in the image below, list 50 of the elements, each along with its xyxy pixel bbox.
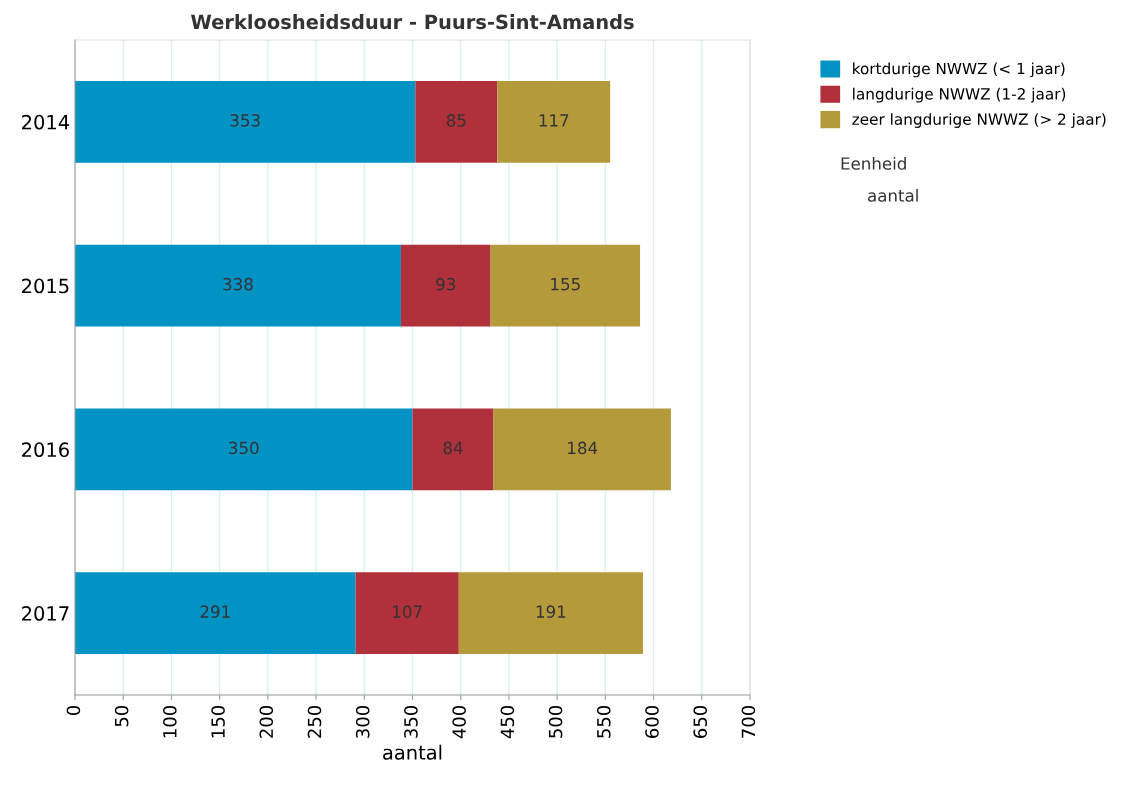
data-label: 107 (393, 605, 422, 618)
data-label: 84 (443, 441, 463, 455)
x-tick-label: 50 (114, 705, 129, 727)
text: aantal (868, 188, 918, 202)
data-label: 184 (568, 441, 598, 455)
data-label: 350 (229, 441, 259, 455)
bar (75, 408, 413, 491)
x-tick-label: 300 (355, 705, 370, 738)
x-tick-label: 600 (645, 705, 659, 738)
chart-title: Werkloosheidsduur - Puurs-Sint-Amands (190, 14, 634, 30)
bar (355, 572, 459, 655)
y-tick-label: 2014 (22, 114, 70, 130)
x-tick-label: 500 (548, 705, 563, 738)
bar (458, 572, 643, 655)
bar (415, 80, 498, 163)
bar (412, 408, 494, 491)
bar (400, 244, 491, 327)
data-label: 155 (551, 278, 580, 291)
bar (75, 572, 356, 655)
x-tick-label: 100 (163, 705, 177, 738)
x-tick-label: 350 (404, 705, 418, 738)
x-axis-title: aantal (383, 744, 442, 760)
bar (497, 80, 611, 163)
data-label: 291 (200, 605, 230, 618)
y-tick-label: 2015 (22, 278, 69, 294)
data-label: 93 (436, 277, 456, 291)
data-label: 85 (446, 114, 466, 127)
x-tick-label: 700 (741, 705, 756, 738)
x-tick-label: 0 (66, 705, 81, 716)
x-tick-label: 450 (500, 705, 515, 739)
x-tick-label: 550 (596, 705, 611, 738)
x-tick-label: 150 (211, 705, 225, 738)
bar (75, 80, 416, 163)
legend-label: zeer langdurige NWWZ (> 2 jaar) (852, 113, 1106, 128)
x-tick-label: 650 (693, 705, 708, 738)
text: Eenheid (841, 156, 906, 170)
data-label: 191 (536, 605, 566, 618)
x-tick-label: 400 (452, 705, 466, 739)
y-tick-label: 2017 (22, 606, 69, 621)
legend-label: langdurige NWWZ (1-2 jaar) (853, 87, 1066, 103)
x-tick-label: 250 (307, 705, 322, 738)
data-label: 353 (230, 114, 260, 127)
bar (493, 408, 671, 491)
x-tick-label: 200 (259, 705, 274, 738)
bar (75, 244, 401, 327)
legend-label: kortdurige NWWZ (< 1 jaar) (853, 62, 1065, 78)
y-tick-label: 2016 (22, 442, 69, 458)
bar (490, 244, 641, 327)
data-label: 117 (539, 114, 569, 127)
data-label: 338 (223, 277, 253, 291)
